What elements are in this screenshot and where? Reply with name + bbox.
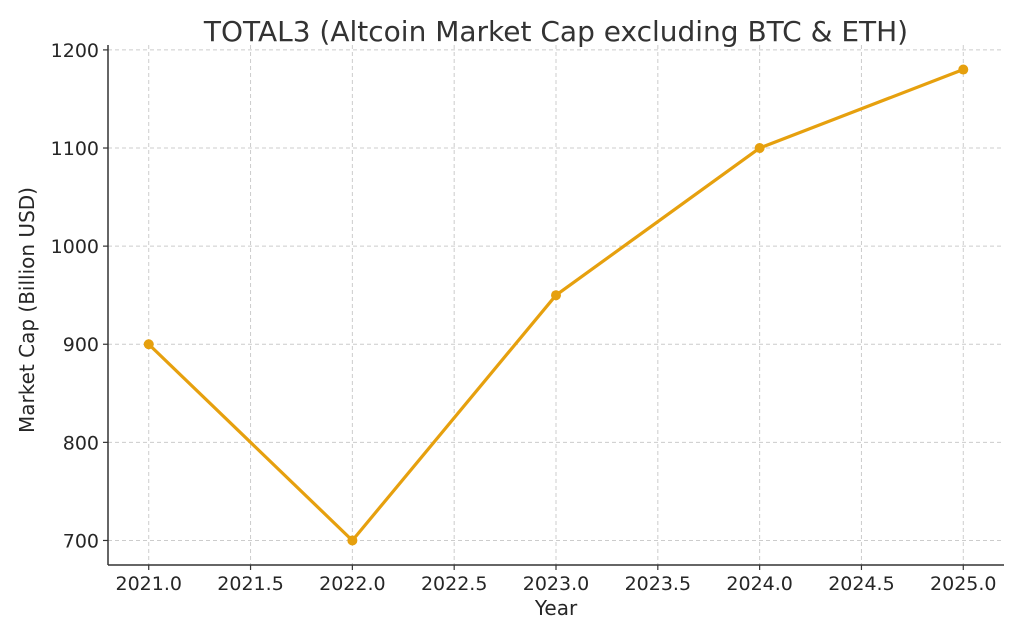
- y-tick-label: 700: [63, 530, 99, 552]
- y-tick-label: 1200: [51, 40, 99, 62]
- x-tick-label: 2022.0: [319, 573, 385, 595]
- y-axis-label: Market Cap (Billion USD): [15, 187, 39, 433]
- data-point: [958, 64, 969, 75]
- chart-title: TOTAL3 (Altcoin Market Cap excluding BTC…: [203, 15, 908, 48]
- data-point: [754, 143, 765, 154]
- grid: [108, 45, 1004, 565]
- x-tick-label: 2024.5: [828, 573, 894, 595]
- x-tick-label: 2021.5: [217, 573, 283, 595]
- x-tick-label: 2021.0: [115, 573, 181, 595]
- y-tick-label: 1000: [51, 236, 99, 258]
- x-ticks: 2021.0 2021.5 2022.0 2022.5 2023.0 2023.5 2024…: [115, 565, 997, 595]
- x-tick-label: 2023.5: [625, 573, 691, 595]
- y-tick-label: 1100: [51, 138, 99, 160]
- data-point: [143, 339, 154, 350]
- series-group: [143, 64, 969, 546]
- x-tick-label: 2025.0: [930, 573, 996, 595]
- x-tick-label: 2022.5: [421, 573, 487, 595]
- y-tick-label: 900: [63, 334, 99, 356]
- x-tick-label: 2024.0: [726, 573, 792, 595]
- x-axis-label: Year: [534, 596, 578, 620]
- y-tick-label: 800: [63, 432, 99, 454]
- data-point: [347, 535, 358, 546]
- x-tick-label: 2023.0: [523, 573, 589, 595]
- data-point: [551, 290, 561, 301]
- y-ticks: 700 800 900 1000 1100 1200: [51, 40, 108, 552]
